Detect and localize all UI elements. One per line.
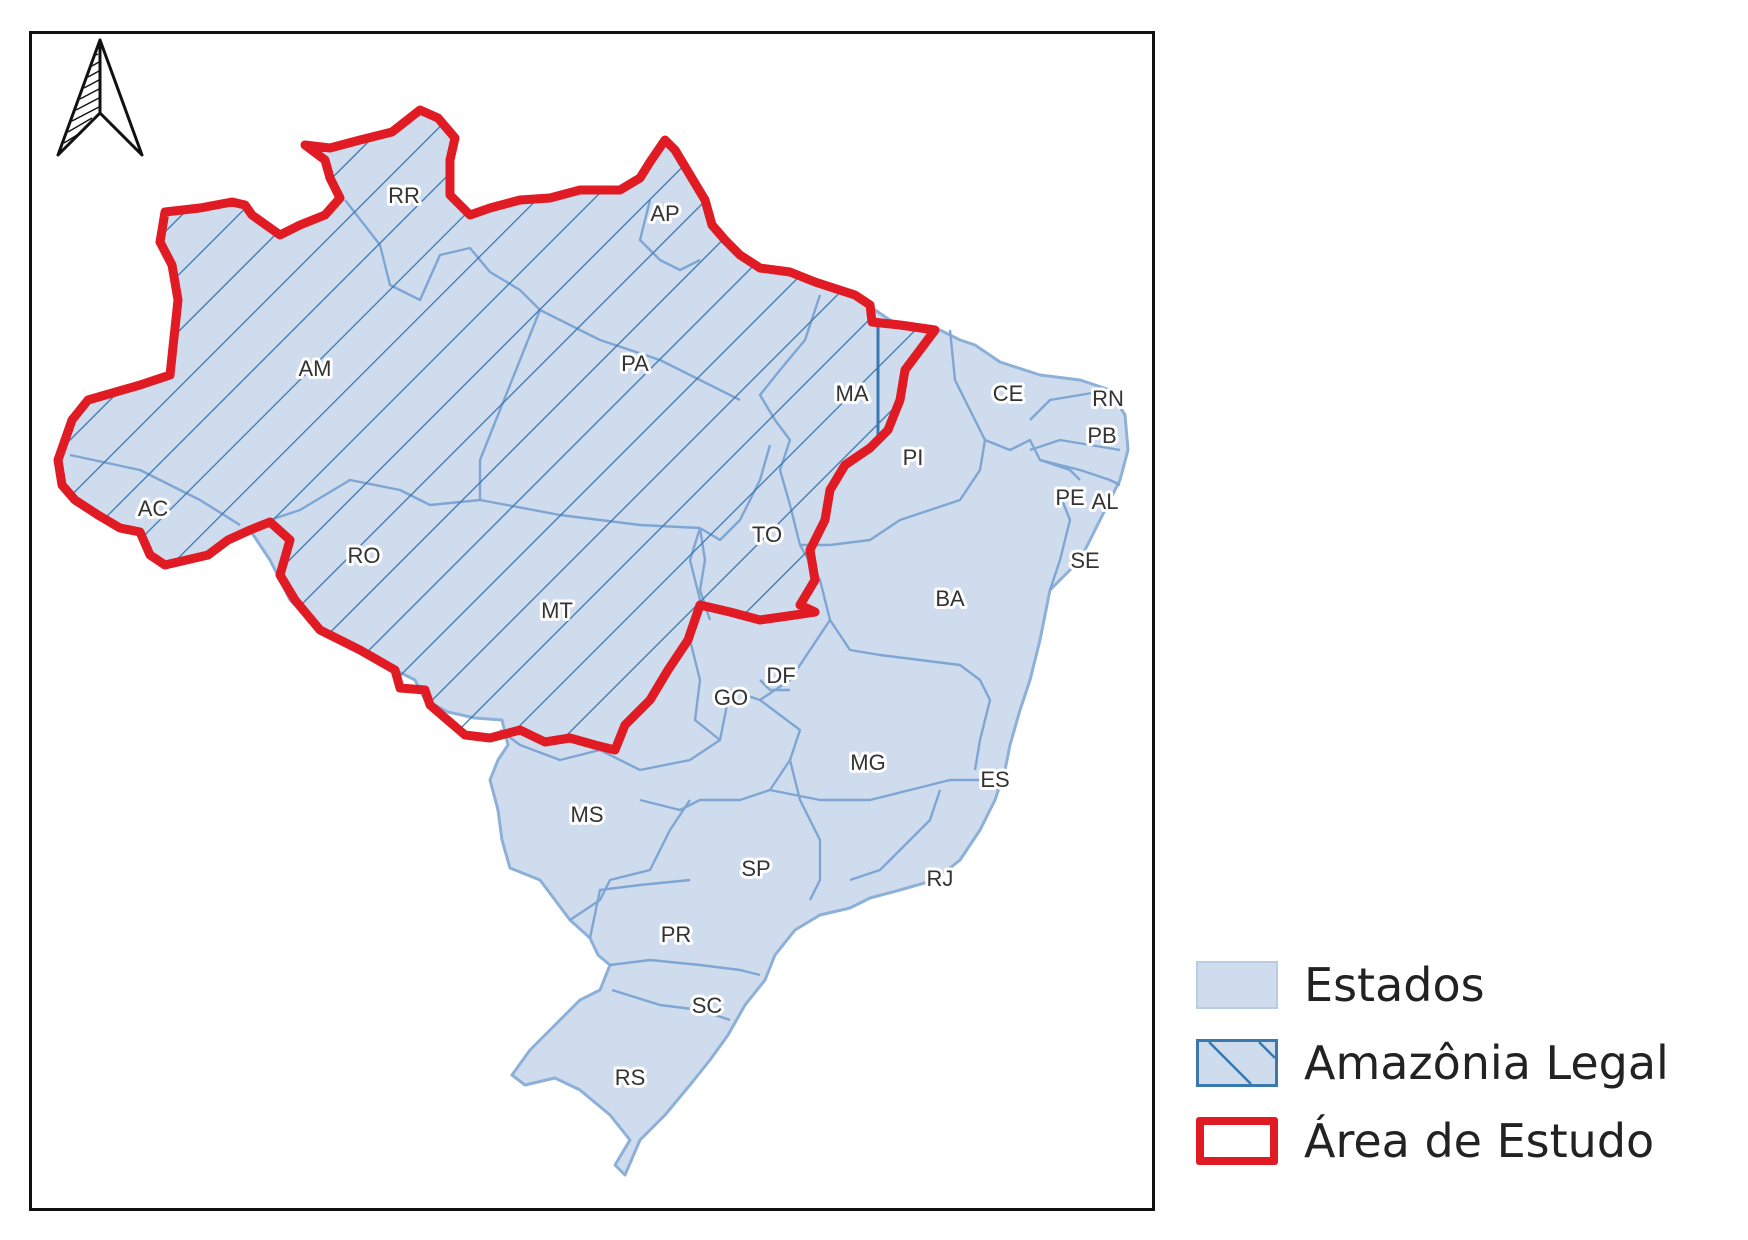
state-label-pr: PR xyxy=(661,922,692,947)
legend-item-amazonia-legal: Amazônia Legal xyxy=(1196,1033,1669,1093)
state-label-am: AM xyxy=(299,356,332,381)
state-label-rs: RS xyxy=(615,1065,646,1090)
state-label-rn: RN xyxy=(1092,386,1124,411)
state-label-es: ES xyxy=(980,767,1009,792)
legend-item-estados: Estados xyxy=(1196,955,1485,1015)
state-label-sp: SP xyxy=(741,856,770,881)
legend-item-area-estudo: Área de Estudo xyxy=(1196,1111,1654,1171)
study-area-outline xyxy=(53,105,940,755)
state-labels: RR AP AM PA MA CE RN PB PI PE AL AC TO SE RO BA MT DF GO MG… xyxy=(135,180,1127,1093)
legend: Estados Amazônia Legal Área de Estudo xyxy=(1196,955,1736,1185)
state-label-pi: PI xyxy=(903,445,924,470)
area-estudo-swatch-icon xyxy=(1196,1117,1278,1165)
estados-swatch-icon xyxy=(1196,961,1278,1009)
amazonia-legal-swatch-icon xyxy=(1196,1039,1278,1087)
legend-label-estados: Estados xyxy=(1304,958,1485,1012)
state-label-rr: RR xyxy=(388,183,420,208)
state-label-df: DF xyxy=(766,663,795,688)
north-arrow-icon xyxy=(56,38,144,157)
state-label-se: SE xyxy=(1070,548,1099,573)
state-label-go: GO xyxy=(714,685,748,710)
state-label-al: AL xyxy=(1092,489,1119,514)
state-label-ap: AP xyxy=(650,201,679,226)
state-label-pb: PB xyxy=(1087,423,1116,448)
state-label-to: TO xyxy=(752,522,782,547)
legend-label-area-estudo: Área de Estudo xyxy=(1304,1114,1655,1168)
state-label-ro: RO xyxy=(348,543,381,568)
state-label-ba: BA xyxy=(935,586,965,611)
legend-label-amazonia-legal: Amazônia Legal xyxy=(1304,1036,1669,1090)
state-label-ac: AC xyxy=(138,496,169,521)
state-label-ce: CE xyxy=(993,381,1024,406)
state-label-pa: PA xyxy=(621,351,649,376)
state-label-ms: MS xyxy=(571,802,604,827)
state-label-sc: SC xyxy=(692,993,723,1018)
state-label-ma: MA xyxy=(836,381,869,406)
state-label-rj: RJ xyxy=(927,866,954,891)
state-label-pe: PE xyxy=(1055,485,1084,510)
brazil-map: RR AP AM PA MA CE RN PB PI PE AL AC TO SE RO BA MT DF GO MG… xyxy=(53,38,1130,1177)
state-label-mg: MG xyxy=(850,750,885,775)
state-label-mt: MT xyxy=(541,598,573,623)
